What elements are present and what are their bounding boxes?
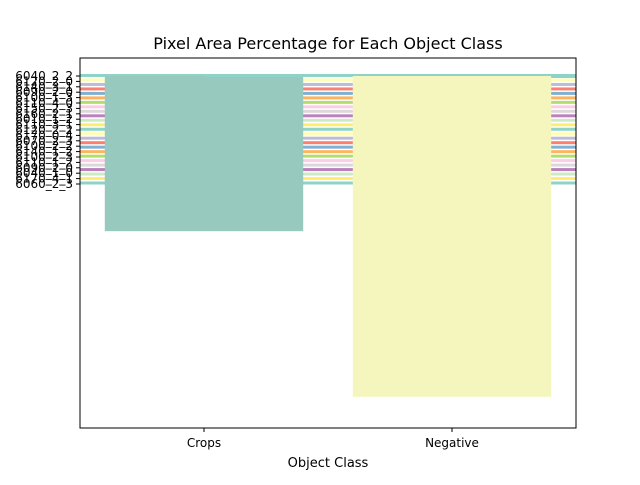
overlay-label: 6100_1_3	[15, 91, 73, 105]
overlay-label: 6150_2_3	[15, 101, 73, 115]
overlay-stripe	[80, 105, 576, 109]
overlay-stripe	[80, 172, 576, 176]
overlay-label: 6170_0_4	[15, 128, 73, 142]
overlay-label: 6010_1_2	[15, 112, 73, 126]
overlay-label: 6160_2_1	[15, 107, 73, 121]
overlay-stripe	[80, 132, 576, 136]
overlay-stripe	[80, 159, 576, 163]
overlay-label: 6040_2_2	[15, 69, 73, 83]
overlay-stripe	[80, 145, 576, 149]
overlay-stripe	[80, 96, 576, 100]
overlay-stripe	[80, 123, 576, 127]
overlay-label: 6120_2_2	[15, 123, 73, 137]
overlay-stripe	[80, 91, 576, 95]
overlay-labels: 6040_2_26120_2_06140_3_16090_2_06100_1_3…	[15, 69, 80, 191]
overlay-label: 6140_3_1	[15, 80, 73, 94]
overlay-label: 6090_2_0	[15, 161, 73, 175]
overlay-stripes	[80, 74, 576, 185]
overlay-stripe	[80, 114, 576, 118]
overlay-stripe	[80, 168, 576, 172]
overlay-stripe	[80, 87, 576, 91]
overlay-stripe	[80, 82, 576, 86]
overlay-stripe	[80, 136, 576, 140]
overlay-cap	[551, 74, 576, 78]
overlay-stripe	[80, 74, 576, 77]
x-tick-label: Crops	[187, 436, 221, 450]
bars	[104, 74, 576, 397]
overlay-cap	[204, 74, 304, 77]
overlay-stripe	[80, 150, 576, 154]
overlay-stripe	[80, 177, 576, 181]
overlay-label: 6110_1_2	[15, 155, 73, 169]
overlay-label: 6110_3_1	[15, 118, 73, 132]
overlay-stripe	[80, 163, 576, 167]
chart-title: Pixel Area Percentage for Each Object Cl…	[153, 34, 502, 53]
bar-negative	[352, 76, 552, 397]
overlay-label: 6090_2_0	[15, 85, 73, 99]
overlay-stripe	[80, 118, 576, 122]
overlay-label: 6060_2_3	[15, 177, 73, 191]
overlay-label: 6100_2_3	[15, 150, 73, 164]
overlay-label: 6040_1_0	[15, 166, 73, 180]
x-tick-label: Negative	[425, 436, 479, 450]
overlay-label: 6110_4_0	[15, 96, 73, 110]
bar-crops	[104, 76, 304, 232]
overlay-stripe	[80, 154, 576, 158]
overlay-stripe	[80, 181, 576, 185]
overlay-label: 6140_1_2	[15, 145, 73, 159]
overlay-label: 6070_2_3	[15, 134, 73, 148]
overlay-stripe	[80, 100, 576, 104]
overlay-label: 6100_2_2	[15, 139, 73, 153]
overlay-label: 6170_4_1	[15, 172, 73, 186]
x-axis-label: Object Class	[288, 456, 369, 471]
overlay-stripe	[80, 78, 576, 82]
x-axis-ticks: Crops Negative	[187, 428, 479, 450]
overlay-label: 6120_2_0	[15, 74, 73, 88]
plot-frame	[79, 57, 577, 429]
overlay-stripe	[80, 127, 576, 131]
overlay-stripe	[80, 141, 576, 145]
overlay-stripe	[80, 109, 576, 113]
